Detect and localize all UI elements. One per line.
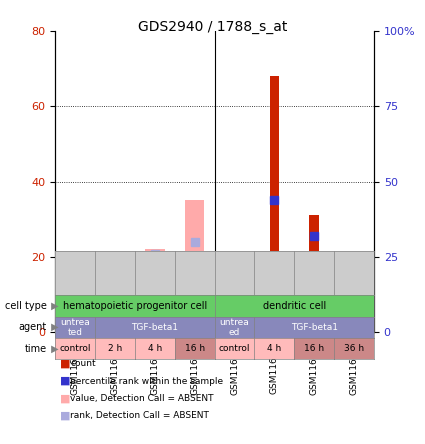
Text: cell type: cell type (5, 301, 47, 311)
Text: ■: ■ (60, 376, 70, 386)
Bar (344, 257, 364, 332)
Text: 16 h: 16 h (184, 344, 205, 353)
Text: ■: ■ (60, 359, 70, 369)
Text: untrea
ed: untrea ed (220, 317, 249, 337)
Text: TGF-beta1: TGF-beta1 (131, 323, 178, 332)
Bar (225, 298, 244, 332)
Text: 16 h: 16 h (304, 344, 324, 353)
Text: 2 h: 2 h (108, 344, 122, 353)
Text: percentile rank within the sample: percentile rank within the sample (70, 377, 223, 385)
Text: ■: ■ (60, 393, 70, 403)
Text: ▶: ▶ (48, 344, 59, 353)
Bar (105, 272, 125, 332)
Text: ▶: ▶ (48, 301, 59, 311)
Text: rank, Detection Call = ABSENT: rank, Detection Call = ABSENT (70, 411, 209, 420)
Bar (65, 309, 85, 332)
Text: agent: agent (19, 322, 47, 332)
Bar (309, 215, 319, 332)
Text: control: control (219, 344, 250, 353)
Bar (269, 76, 279, 332)
Text: value, Detection Call = ABSENT: value, Detection Call = ABSENT (70, 394, 214, 403)
Text: GDS2940 / 1788_s_at: GDS2940 / 1788_s_at (138, 20, 287, 34)
Text: ■: ■ (60, 411, 70, 421)
Text: TGF-beta1: TGF-beta1 (291, 323, 338, 332)
Text: hematopoietic progenitor cell: hematopoietic progenitor cell (63, 301, 207, 311)
Text: untrea
ted: untrea ted (60, 317, 90, 337)
Bar (185, 200, 204, 332)
Text: count: count (70, 359, 96, 368)
Text: control: control (60, 344, 91, 353)
Text: dendritic cell: dendritic cell (263, 301, 326, 311)
Text: ▶: ▶ (48, 322, 59, 332)
Bar (145, 249, 164, 332)
Text: 4 h: 4 h (267, 344, 281, 353)
Text: 36 h: 36 h (344, 344, 364, 353)
Text: time: time (25, 344, 47, 353)
Text: 4 h: 4 h (148, 344, 162, 353)
